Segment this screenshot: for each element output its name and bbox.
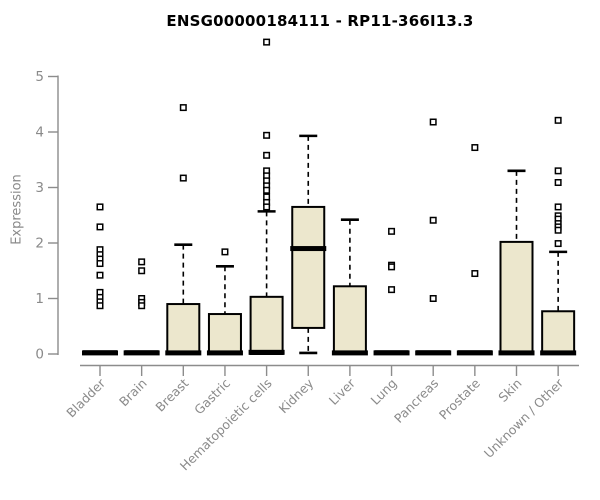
median-line — [206, 350, 243, 356]
box-rect — [207, 313, 242, 356]
outlier-point — [96, 260, 104, 268]
median-line — [248, 349, 285, 355]
box-group-kidney — [290, 134, 327, 355]
x-category-label: Pancreas — [391, 376, 441, 426]
y-tick-label: 2 — [35, 236, 44, 252]
box-rect — [291, 205, 326, 329]
median-line — [415, 350, 452, 356]
median-line — [498, 350, 535, 356]
y-tick-label: 1 — [35, 291, 44, 307]
outlier-point — [96, 302, 104, 310]
box-group-bladder — [82, 203, 118, 356]
outlier-point — [471, 144, 479, 152]
outlier-point — [263, 186, 271, 194]
outlier-point — [388, 227, 396, 235]
outlier-point — [554, 179, 562, 187]
outlier-point — [554, 167, 562, 175]
x-category-label: Brain — [116, 376, 150, 410]
x-category-label: Prostate — [436, 375, 483, 422]
box-rect — [541, 310, 576, 356]
outlier-point — [388, 263, 396, 271]
box-group-hematopoietic-cells — [248, 38, 285, 355]
box-group-pancreas — [415, 118, 452, 356]
median-line — [123, 350, 160, 356]
x-category-label: Gastric — [191, 375, 233, 417]
x-category-label: Liver — [326, 375, 359, 408]
x-category-label: Breast — [152, 375, 191, 414]
y-tick-label: 5 — [35, 69, 44, 85]
x-category-label: Skin — [495, 376, 524, 405]
box-group-skin — [498, 169, 535, 356]
outlier-point — [263, 38, 271, 46]
median-line — [165, 350, 202, 356]
median-line — [82, 350, 118, 356]
box-group-brain — [123, 258, 160, 356]
box-group-unknown-other — [540, 116, 577, 356]
median-line — [373, 350, 410, 356]
outlier-point — [471, 270, 479, 278]
box-rect — [166, 303, 201, 355]
outlier-point — [263, 151, 271, 159]
outlier-point — [179, 104, 187, 112]
y-tick-label: 0 — [35, 347, 44, 363]
outlier-point — [96, 271, 104, 279]
median-line — [290, 246, 327, 252]
y-tick-label: 3 — [35, 180, 44, 196]
x-category-label: Unknown / Other — [481, 375, 567, 461]
outlier-point — [179, 174, 187, 182]
outlier-point — [138, 267, 146, 275]
x-category-label: Bladder — [63, 375, 108, 420]
x-category-label: Kidney — [276, 375, 317, 416]
box-rect — [499, 240, 534, 355]
box-group-prostate — [456, 144, 493, 356]
outlier-point — [138, 258, 146, 266]
outlier-point — [429, 118, 437, 126]
outlier-point — [554, 226, 562, 234]
outlier-point — [96, 223, 104, 231]
box-group-liver — [331, 218, 368, 356]
outlier-point — [138, 302, 146, 310]
outlier-point — [554, 240, 562, 248]
box-group-gastric — [206, 248, 243, 356]
x-category-label: Lung — [367, 376, 399, 408]
box-group-breast — [165, 104, 202, 356]
median-line — [540, 350, 577, 356]
outlier-point — [96, 203, 104, 211]
outlier-point — [554, 203, 562, 211]
y-tick-label: 4 — [35, 125, 44, 141]
outlier-point — [554, 116, 562, 124]
chart-title: ENSG00000184111 - RP11-366I13.3 — [166, 12, 474, 30]
outlier-point — [221, 248, 229, 256]
box-rect — [249, 295, 284, 355]
outlier-point — [429, 295, 437, 302]
outlier-point — [429, 216, 437, 224]
outlier-point — [263, 131, 271, 139]
median-line — [456, 350, 493, 356]
outlier-point — [388, 286, 396, 294]
median-line — [331, 350, 368, 356]
box-group-lung — [373, 227, 410, 356]
outlier-point — [263, 203, 271, 211]
outlier-point — [263, 193, 271, 201]
box-rect — [332, 285, 367, 356]
